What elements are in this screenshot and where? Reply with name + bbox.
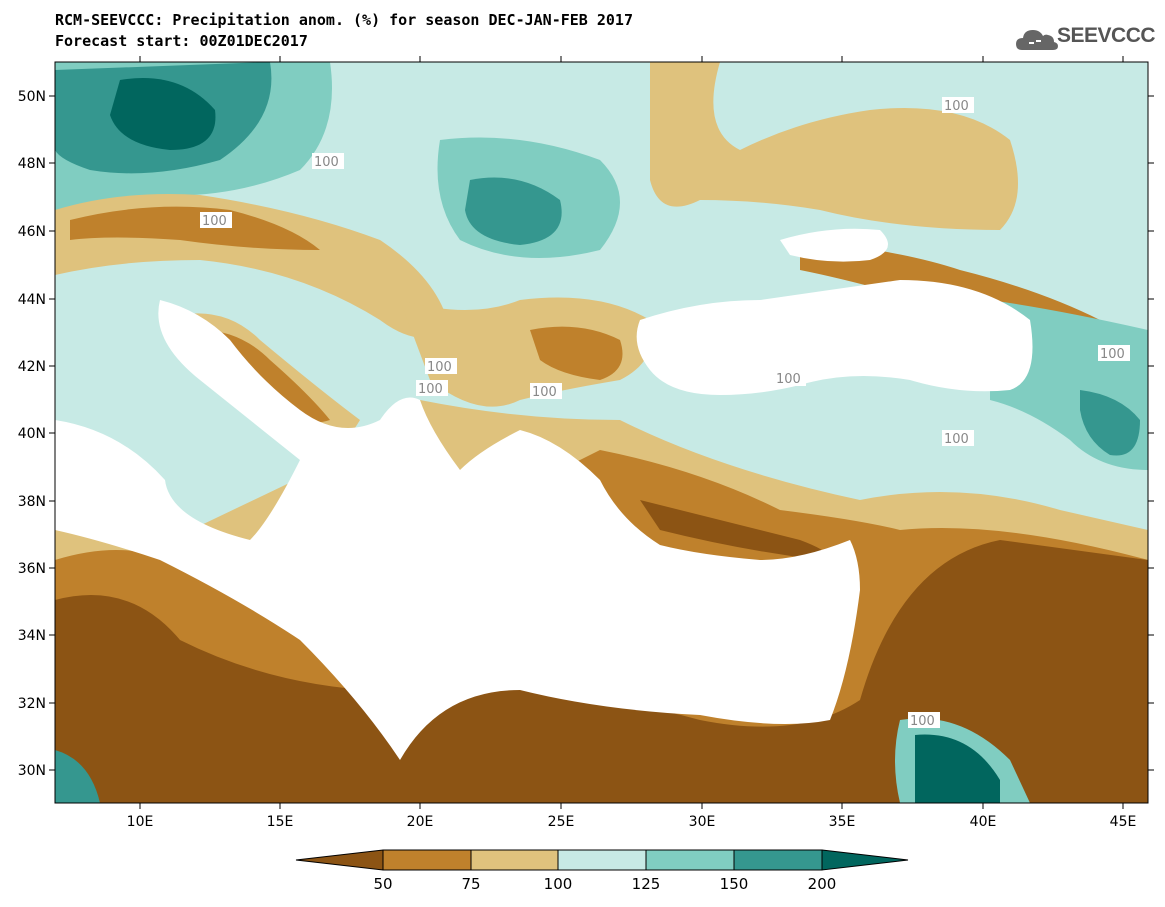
- longitude-tick-label: 25E: [548, 814, 575, 830]
- latitude-tick-label: 42N: [18, 359, 46, 375]
- contour-label: 100: [418, 382, 443, 397]
- colorbar-segment: [733, 849, 823, 871]
- longitude-tick-label: 45E: [1110, 814, 1137, 830]
- colorbar-segment: [382, 849, 472, 871]
- latitude-axis: 50N 48N 46N 44N 42N 40N 38N 36N 34N 32N 30N: [18, 89, 1154, 779]
- colorbar-label: 150: [720, 875, 749, 893]
- latitude-tick-label: 40N: [18, 426, 46, 442]
- colorbar-segment: [821, 849, 909, 871]
- colorbar-segment: [557, 849, 647, 871]
- longitude-axis: 10E 15E 20E 25E 30E 35E 40E 45E: [127, 56, 1137, 830]
- map-title: RCM-SEEVCCC: Precipitation anom. (%) for…: [55, 11, 633, 29]
- longitude-tick-label: 30E: [689, 814, 716, 830]
- latitude-tick-label: 48N: [18, 156, 46, 172]
- cloud-icon: [1016, 30, 1058, 50]
- latitude-tick-label: 30N: [18, 763, 46, 779]
- contour-labels: 100 100 100 100 100 100 100 100 100 100: [200, 97, 1130, 729]
- colorbar-label: 50: [373, 875, 392, 893]
- longitude-tick-label: 40E: [970, 814, 997, 830]
- contour-label: 100: [532, 385, 557, 400]
- longitude-tick-label: 15E: [267, 814, 294, 830]
- contour-label: 100: [944, 432, 969, 447]
- longitude-tick-label: 35E: [829, 814, 856, 830]
- map-field: [55, 62, 1148, 803]
- longitude-tick-label: 20E: [407, 814, 434, 830]
- latitude-tick-label: 50N: [18, 89, 46, 105]
- colorbar-label: 125: [632, 875, 661, 893]
- latitude-tick-label: 46N: [18, 224, 46, 240]
- contour-label: 100: [910, 714, 935, 729]
- contour-label: 100: [944, 99, 969, 114]
- latitude-tick-label: 34N: [18, 628, 46, 644]
- colorbar: 50 75 100 125 150 200: [295, 849, 909, 893]
- latitude-tick-label: 32N: [18, 696, 46, 712]
- latitude-tick-label: 36N: [18, 561, 46, 577]
- contour-label: 100: [202, 214, 227, 229]
- colorbar-label: 75: [461, 875, 480, 893]
- logo-text: SEEVCCC: [1057, 24, 1156, 47]
- latitude-tick-label: 38N: [18, 494, 46, 510]
- colorbar-label: 100: [544, 875, 573, 893]
- contour-label: 100: [1100, 347, 1125, 362]
- longitude-tick-label: 10E: [127, 814, 154, 830]
- contour-label: 100: [314, 155, 339, 170]
- contour-label: 100: [427, 360, 452, 375]
- colorbar-segment: [295, 849, 384, 871]
- colorbar-label: 200: [808, 875, 837, 893]
- colorbar-segment: [470, 849, 559, 871]
- latitude-tick-label: 44N: [18, 292, 46, 308]
- colorbar-segment: [645, 849, 735, 871]
- contour-label: 100: [776, 372, 801, 387]
- forecast-start-label: Forecast start: 00Z01DEC2017: [55, 32, 308, 50]
